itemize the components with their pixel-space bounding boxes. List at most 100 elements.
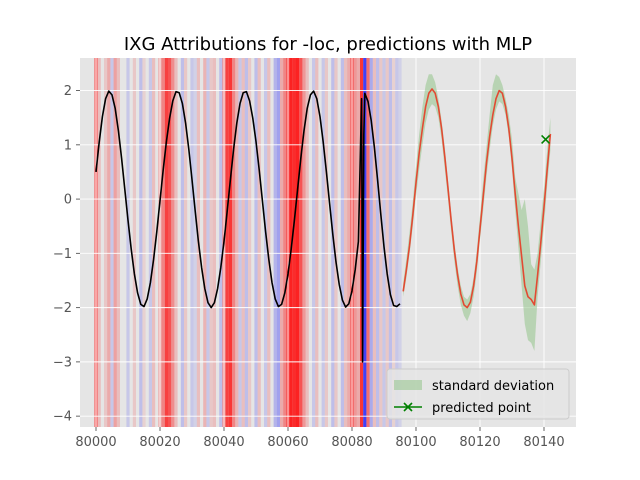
attribution-band [353,58,357,427]
attribution-band [324,58,328,427]
attribution-band [110,58,114,427]
legend-frame [386,368,570,420]
attribution-band [190,58,194,427]
attribution-band [152,58,156,427]
attribution-band [321,58,325,427]
attribution-band [340,58,344,427]
legend: standard deviation predicted point [386,368,570,420]
std-deviation-band [403,74,551,352]
attribution-band [225,58,229,427]
attribution-band [366,58,370,427]
y-tick-label: 0 [64,193,72,208]
x-tick-label: 80040 [203,435,244,450]
attribution-band [248,58,252,427]
legend-std-swatch [394,380,422,390]
y-tick-label: 1 [64,138,72,153]
attribution-band [305,58,309,427]
attribution-band [113,58,117,427]
x-axis-ticks: 80000 80020 80040 80060 80080 80100 80120 80140 [75,427,565,450]
attribution-band [164,58,168,427]
attribution-band [142,58,146,427]
attribution-band [228,58,232,427]
attribution-band [97,58,101,427]
attribution-band [299,58,303,427]
attribution-band [244,58,248,427]
attribution-band [116,58,120,427]
attribution-band [171,58,175,427]
attribution-band [344,58,348,427]
attribution-band [209,58,213,427]
std-band-layer [403,74,551,352]
attribution-band [193,58,197,427]
attribution-band [161,58,165,427]
attribution-band [148,58,152,427]
attribution-band [168,58,172,427]
attribution-band [363,58,367,427]
predicted-point-marker [541,134,551,144]
attribution-band [104,58,108,427]
attribution-band [235,58,239,427]
attribution-band [203,58,207,427]
attribution-band [264,58,268,427]
attribution-band [257,58,261,427]
attribution-band [180,58,184,427]
chart-title: IXG Attributions for -loc, predictions w… [124,34,532,55]
x-tick-label: 80140 [523,435,564,450]
attribution-band [302,58,306,427]
attribution-band [132,58,136,427]
attribution-band [232,58,236,427]
prediction-series-line [402,88,552,309]
legend-point-marker [403,402,413,412]
attribution-band [241,58,245,427]
attribution-band [276,58,280,427]
x-tick-label: 80100 [395,435,436,450]
history-series-line [95,90,401,363]
attribution-band [126,58,130,427]
attribution-band [206,58,210,427]
attribution-band [184,58,188,427]
attribution-band [296,58,300,427]
attribution-band [379,58,383,427]
attribution-band [107,58,111,427]
attribution-band [369,58,373,427]
attribution-band [174,58,178,427]
attribution-band [315,58,319,427]
attribution-bands [94,58,402,427]
attribution-band [219,58,223,427]
attribution-band [398,58,402,427]
attribution-band [372,58,376,427]
y-axis-ticks: −4 −3 −2 −1 0 1 2 [53,84,80,425]
attribution-band [267,58,271,427]
attribution-band [238,58,242,427]
attribution-band [280,58,284,427]
attribution-band [331,58,335,427]
attribution-band [385,58,389,427]
y-tick-label: −1 [53,247,72,262]
grid-lines [80,58,576,427]
attribution-band [334,58,338,427]
series-lines [95,88,552,363]
attribution-band [347,58,351,427]
attribution-band [312,58,316,427]
attribution-band [395,58,399,427]
y-tick-label: −3 [53,355,72,370]
attribution-band [392,58,396,427]
attribution-band [283,58,287,427]
y-tick-label: −4 [53,410,72,425]
predicted-point-stroke [541,134,551,144]
attribution-band [212,58,216,427]
y-tick-label: 2 [64,84,72,99]
attribution-band [388,58,392,427]
legend-marker-stroke [403,402,413,412]
attribution-band [139,58,143,427]
x-tick-label: 80000 [75,435,116,450]
legend-std-label: standard deviation [432,379,554,394]
attribution-band [292,58,296,427]
x-tick-label: 80120 [459,435,500,450]
x-tick-label: 80060 [267,435,308,450]
y-tick-label: −2 [53,301,72,316]
x-tick-label: 80080 [331,435,372,450]
attribution-band [273,58,277,427]
attribution-band [376,58,380,427]
